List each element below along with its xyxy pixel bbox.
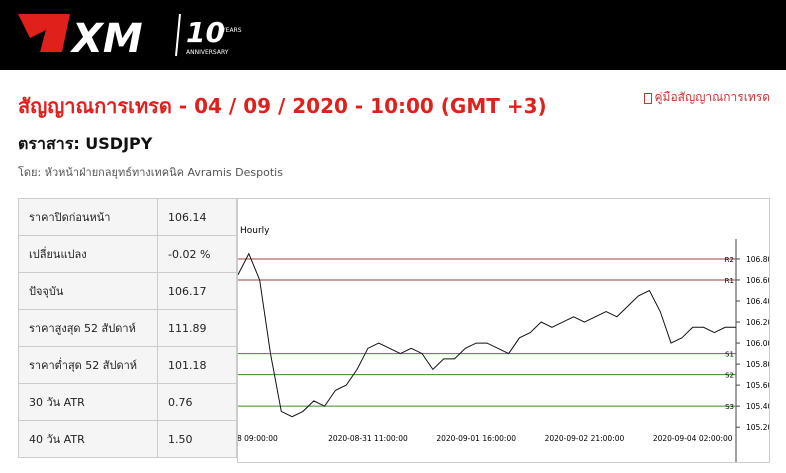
cell-label: ราคาสูงสุด 52 สัปดาห์	[18, 309, 158, 347]
y-tick-label: 105.20	[746, 423, 770, 432]
level-label: R1	[725, 277, 734, 285]
logo[interactable]: XM 10 YEARS ANNIVERSARY	[0, 0, 260, 70]
years-num: 10	[186, 16, 225, 49]
y-tick-label: 106.40	[746, 297, 770, 306]
stats-table: ราคาปิดก่อนหน้า 106.14 เปลี่ยนแปลง -0.02 % ป…	[18, 198, 237, 458]
x-tick-label: 2020-09-04 02:00:00	[653, 434, 733, 443]
cell-value: 0.76	[157, 383, 237, 421]
y-tick-label: 106.60	[746, 276, 770, 285]
pdf-icon	[644, 93, 652, 104]
table-row: ราคาปิดก่อนหน้า 106.14	[18, 198, 237, 236]
years-word: YEARS	[221, 27, 242, 34]
table-row: 40 วัน ATR 1.50	[18, 420, 237, 458]
cell-value: 101.18	[157, 346, 237, 384]
cell-label: ราคาต่ำสุด 52 สัปดาห์	[18, 346, 158, 384]
y-tick-label: 105.60	[746, 381, 770, 390]
y-tick-label: 106.00	[746, 339, 770, 348]
instrument: ตราสาร: USDJPY	[18, 134, 153, 153]
cell-value: 106.17	[157, 272, 237, 310]
logo-icon	[18, 14, 70, 52]
level-label: S1	[725, 351, 734, 359]
y-tick-label: 106.20	[746, 318, 770, 327]
cell-value: 111.89	[157, 309, 237, 347]
table-row: เปลี่ยนแปลง -0.02 %	[18, 235, 237, 273]
cell-value: 106.14	[157, 198, 237, 236]
guide-text[interactable]: คู่มือสัญญาณการเทรด	[654, 90, 771, 104]
author: โดย: หัวหน้าฝ่ายกลยุทธ์ทางเทคนิค Avramis…	[18, 166, 283, 179]
divider	[175, 13, 181, 57]
anniversary: ANNIVERSARY	[186, 49, 229, 56]
x-tick-label: 2020-08-31 11:00:00	[328, 434, 408, 443]
cell-label: 30 วัน ATR	[18, 383, 158, 421]
table-row: ราคาสูงสุด 52 สัปดาห์ 111.89	[18, 309, 237, 347]
title: สัญญาณการเทรด - 04 / 09 / 2020 - 10:00 (…	[18, 94, 547, 118]
cell-value: 1.50	[157, 420, 237, 458]
cell-label: เปลี่ยนแปลง	[18, 235, 158, 273]
level-label: R2	[725, 256, 734, 264]
level-label: S3	[725, 403, 734, 411]
cell-label: ราคาปิดก่อนหน้า	[18, 198, 158, 236]
header: XM 10 YEARS ANNIVERSARY	[0, 0, 786, 70]
y-tick-label: 106.80	[746, 255, 770, 264]
cell-label: 40 วัน ATR	[18, 420, 158, 458]
guide-link[interactable]: คู่มือสัญญาณการเทรด	[644, 88, 770, 107]
logo-text: XM	[69, 16, 143, 62]
cell-value: -0.02 %	[157, 235, 237, 273]
price-line	[238, 252, 736, 418]
x-tick-label: 2020-09-02 21:00:00	[545, 434, 625, 443]
y-tick-label: 105.80	[746, 360, 770, 369]
x-tick-label: 2020-09-01 16:00:00	[436, 434, 516, 443]
table-row: 30 วัน ATR 0.76	[18, 383, 237, 421]
x-tick-label: 2020-08-28 09:00:00	[237, 434, 278, 443]
chart-title: Hourly	[240, 226, 270, 236]
level-label: S2	[725, 372, 734, 380]
chart: Hourly 105.20 105.40 105.60 105.80 106.00 106…	[237, 198, 770, 463]
cell-label: ปัจจุบัน	[18, 272, 158, 310]
table-row: ปัจจุบัน 106.17	[18, 272, 237, 310]
y-tick-label: 105.40	[746, 402, 770, 411]
table-row: ราคาต่ำสุด 52 สัปดาห์ 101.18	[18, 346, 237, 384]
